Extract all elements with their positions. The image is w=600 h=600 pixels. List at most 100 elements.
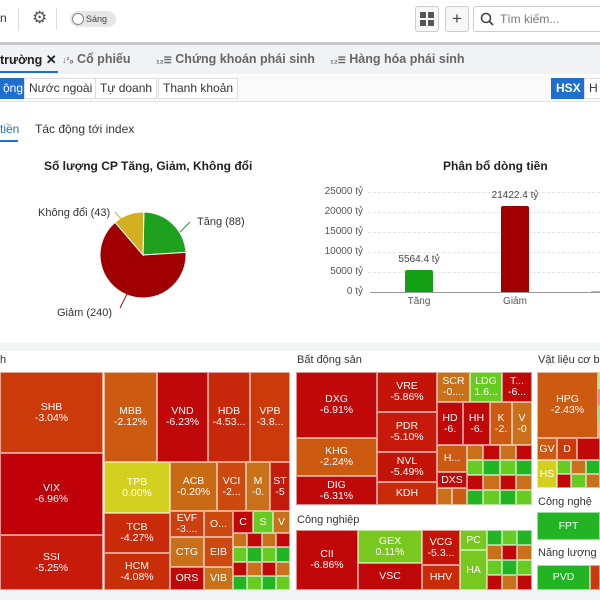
treemap-tile-small[interactable]: [483, 490, 500, 505]
treemap-tile-vib[interactable]: VIB: [204, 567, 233, 590]
treemap-tile-small[interactable]: [585, 474, 600, 488]
treemap-tile-hdb[interactable]: HDB -4.53...: [208, 372, 250, 462]
treemap-tile-small[interactable]: [557, 474, 572, 488]
treemap-tile-small[interactable]: [499, 490, 516, 505]
treemap-tile-small[interactable]: [499, 445, 516, 460]
bar-1[interactable]: [501, 206, 529, 292]
treemap-tile-small[interactable]: [275, 575, 290, 590]
treemap-tile-vnd[interactable]: VND -6.23%: [157, 372, 208, 462]
treemap-tile-small[interactable]: [499, 460, 516, 475]
menu-fragment[interactable]: n: [0, 11, 7, 25]
treemap-tile-small[interactable]: [483, 475, 500, 490]
search-input[interactable]: Tìm kiếm...: [473, 6, 600, 32]
treemap-tile-small[interactable]: [487, 530, 502, 545]
treemap-tile-vpb[interactable]: VPB -3.8...: [250, 372, 290, 462]
gear-icon[interactable]: ⚙: [32, 8, 48, 27]
treemap-tile-acb[interactable]: ACB -0.20%: [170, 462, 217, 511]
treemap-tile-hpg[interactable]: HPG -2.43%: [537, 372, 598, 438]
treemap-tile-small[interactable]: [233, 575, 248, 590]
treemap-tile-k[interactable]: K -2.: [490, 402, 512, 445]
treemap-tile-st[interactable]: ST -5: [270, 462, 290, 511]
treemap-tile-dxg[interactable]: DXG -6.91%: [296, 372, 377, 438]
exchange-hsx[interactable]: HSX: [551, 78, 586, 99]
treemap-tile-dxs[interactable]: DXS: [437, 472, 467, 488]
treemap-tile-vix[interactable]: VIX -6.96%: [0, 453, 103, 535]
treemap-tile-s[interactable]: S: [253, 511, 273, 533]
grid-icon[interactable]: [415, 6, 439, 32]
treemap-tile-kdh[interactable]: KDH: [377, 482, 437, 505]
bar-0[interactable]: [405, 269, 433, 292]
treemap-tile-tpb[interactable]: TPB 0.00%: [104, 462, 170, 513]
treemap-tile-small[interactable]: [275, 561, 290, 576]
treemap-tile-small[interactable]: [261, 575, 276, 590]
treemap-tile-small[interactable]: [571, 460, 586, 474]
treemap-tile-cii[interactable]: CII -6.86%: [296, 530, 358, 590]
treemap-tile-eib[interactable]: EIB: [204, 537, 233, 567]
treemap-tile-small[interactable]: [585, 460, 600, 474]
treemap-tile-small[interactable]: [502, 560, 517, 575]
treemap-tile-small[interactable]: [517, 530, 532, 545]
theme-toggle[interactable]: Sáng: [70, 11, 116, 27]
treemap-tile-small[interactable]: [487, 545, 502, 560]
treemap-tile-small[interactable]: [517, 560, 532, 575]
treemap-tile-small[interactable]: [502, 575, 517, 590]
treemap-tile-pvd[interactable]: PVD: [537, 565, 590, 590]
treemap-tile-small[interactable]: [517, 545, 532, 560]
treemap-tile-scr[interactable]: SCR -0....: [437, 372, 470, 402]
treemap-tile-small[interactable]: [467, 475, 484, 490]
tab-commodities[interactable]: ₁₂☰ Hàng hóa phái sinh: [330, 52, 465, 66]
tab-stocks[interactable]: ↓¹₉ Cổ phiếu: [62, 52, 131, 66]
treemap-tile-small[interactable]: [247, 561, 262, 576]
chart-tab-index-impact[interactable]: Tác động tới index: [35, 122, 135, 136]
treemap-tile-dig[interactable]: DIG -6.31%: [296, 476, 377, 505]
treemap-tile-ldg[interactable]: LDG 1.6...: [470, 372, 502, 402]
treemap-tile-small[interactable]: [483, 460, 500, 475]
treemap-tile-small[interactable]: [515, 445, 532, 460]
treemap-tile-small[interactable]: [515, 490, 532, 505]
treemap-tile-hh[interactable]: HH -6.: [463, 402, 490, 445]
subtab-foreign[interactable]: Nước ngoài: [24, 78, 98, 99]
plus-icon[interactable]: +: [445, 6, 469, 32]
treemap-tile-small[interactable]: [275, 547, 290, 562]
treemap-tile-fpt[interactable]: FPT: [537, 512, 600, 540]
pie-slice-2[interactable]: [114, 211, 145, 257]
treemap-tile-vci[interactable]: VCI -2...: [217, 462, 246, 511]
treemap-tile-khg[interactable]: KHG -2.24%: [296, 438, 377, 476]
treemap-tile-hs[interactable]: HS: [537, 460, 557, 488]
treemap-tile-t[interactable]: T... -6...: [502, 372, 532, 402]
treemap-tile-small[interactable]: [247, 547, 262, 562]
pie-slice-0[interactable]: [142, 211, 187, 256]
treemap-tile-small[interactable]: [233, 561, 248, 576]
treemap-tile-small[interactable]: [437, 488, 452, 505]
treemap-tile-vre[interactable]: VRE -5.86%: [377, 372, 437, 412]
treemap-tile-small[interactable]: [483, 445, 500, 460]
treemap-tile-small[interactable]: [261, 561, 276, 576]
treemap-tile-small[interactable]: [247, 533, 262, 548]
subtab-liquidity[interactable]: Thanh khoản: [158, 78, 239, 99]
treemap-tile-small[interactable]: [577, 438, 600, 460]
treemap-tile-small[interactable]: [247, 575, 262, 590]
treemap-tile-nvl[interactable]: NVL -5.49%: [377, 452, 437, 482]
treemap-tile-small[interactable]: [261, 547, 276, 562]
treemap-tile-small[interactable]: [261, 533, 276, 548]
treemap-tile-ctg[interactable]: CTG: [170, 537, 204, 567]
tab-derivatives[interactable]: ₁₂☰ Chứng khoán phái sinh: [156, 52, 315, 66]
treemap-tile-small[interactable]: [233, 533, 248, 548]
treemap-tile-small[interactable]: [275, 533, 290, 548]
treemap-tile-vsc[interactable]: VSC: [358, 563, 422, 590]
treemap-tile-ors[interactable]: ORS: [170, 567, 204, 590]
treemap-tile-m[interactable]: M -0.: [246, 462, 270, 511]
treemap-tile-small[interactable]: [557, 460, 572, 474]
treemap-tile-small[interactable]: [233, 547, 248, 562]
treemap-tile-hcm[interactable]: HCM -4.08%: [104, 553, 170, 590]
treemap-tile-shb[interactable]: SHB -3.04%: [0, 372, 103, 453]
treemap-tile-small[interactable]: [515, 475, 532, 490]
treemap-tile-small[interactable]: [515, 460, 532, 475]
treemap-tile-hhv[interactable]: HHV: [422, 565, 460, 590]
close-icon[interactable]: ✕: [45, 52, 57, 67]
treemap-tile-small[interactable]: [517, 575, 532, 590]
treemap-tile-small[interactable]: [499, 475, 516, 490]
treemap-tile-h[interactable]: H...: [437, 445, 467, 472]
treemap-tile-small[interactable]: [502, 545, 517, 560]
treemap-tile-small[interactable]: [452, 488, 467, 505]
